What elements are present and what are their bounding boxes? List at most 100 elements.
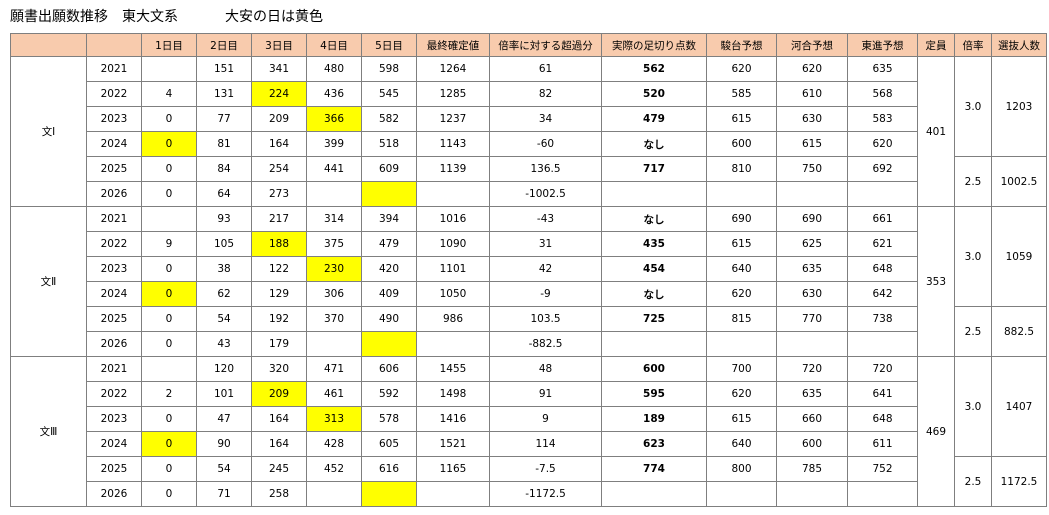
cell-d3: 224: [251, 81, 307, 107]
cell-excess: -43: [489, 206, 602, 232]
cell-d2: 93: [196, 206, 252, 232]
cell-toshin: 641: [847, 381, 918, 407]
cell-kawai: 635: [776, 256, 848, 282]
table-row: 2024 0 62 129 306 409 1050 -9 なし 620 630 642: [11, 281, 1047, 307]
cell-d2: 77: [196, 106, 252, 132]
cell-cutoff: 600: [601, 356, 707, 382]
cell-d4: 480: [306, 56, 362, 82]
cell-cutoff: 520: [601, 81, 707, 107]
cell-d2: 43: [196, 331, 252, 357]
cell-final: 1090: [416, 231, 490, 257]
cell-d5: 479: [361, 231, 417, 257]
cell-d1: 0: [141, 281, 197, 307]
cell-kawai: 630: [776, 106, 848, 132]
cell-excess: 9: [489, 406, 602, 432]
cell-kawai: 660: [776, 406, 848, 432]
cell-cutoff: 435: [601, 231, 707, 257]
cell-d3: 188: [251, 231, 307, 257]
cell-d1: 0: [141, 456, 197, 482]
column-header: 3日目: [251, 33, 307, 57]
cell-sundai: 800: [706, 456, 777, 482]
page-title: 願書出願数推移 東大文系: [10, 9, 178, 25]
cell-cutoff: 717: [601, 156, 707, 182]
group-label: 文Ⅰ: [10, 56, 87, 207]
year-cell: 2021: [86, 206, 142, 232]
cell-excess: -9: [489, 281, 602, 307]
column-header: 駿台予想: [706, 33, 777, 57]
cell-kawai: [776, 181, 848, 207]
year-cell: 2022: [86, 381, 142, 407]
cell-d3: 164: [251, 406, 307, 432]
cell-final: [416, 481, 490, 507]
cell-kawai: [776, 481, 848, 507]
cell-d3: 209: [251, 106, 307, 132]
cell-sundai: 690: [706, 206, 777, 232]
cell-cutoff: [601, 331, 707, 357]
cell-toshin: 568: [847, 81, 918, 107]
cell-d1: 0: [141, 256, 197, 282]
column-header: [86, 33, 142, 57]
column-header: [10, 33, 87, 57]
table-row: 2024 0 90 164 428 605 1521 114 623 640 600 611: [11, 431, 1047, 457]
cell-d3: 179: [251, 331, 307, 357]
column-header: 定員: [917, 33, 955, 57]
cell-d4: 471: [306, 356, 362, 382]
highlight-note: 大安の日は黄色: [225, 9, 323, 25]
cell-d2: 120: [196, 356, 252, 382]
cell-final: 1521: [416, 431, 490, 457]
group-label: 文Ⅱ: [10, 206, 87, 357]
cell-d1: 0: [141, 406, 197, 432]
cell-cutoff: 595: [601, 381, 707, 407]
year-cell: 2023: [86, 406, 142, 432]
year-cell: 2025: [86, 156, 142, 182]
cell-sundai: 640: [706, 256, 777, 282]
year-cell: 2024: [86, 431, 142, 457]
table-row: 2025 0 54 192 370 490 986 103.5 725 815 770 738 2.5 8…: [11, 306, 1047, 357]
cell-d2: 90: [196, 431, 252, 457]
table-row: 2024 0 81 164 399 518 1143 -60 なし 600 615 620: [11, 131, 1047, 157]
cell-sundai: 640: [706, 431, 777, 457]
cell-cutoff: 562: [601, 56, 707, 82]
cell-excess: 61: [489, 56, 602, 82]
cell-d2: 105: [196, 231, 252, 257]
table-row: 2026 0 64 273 -1002.5: [11, 181, 1047, 207]
cell-d1: 0: [141, 106, 197, 132]
year-cell: 2026: [86, 331, 142, 357]
ratio-cell: 3.0: [954, 356, 992, 457]
cell-d4: 428: [306, 431, 362, 457]
cell-d5: 394: [361, 206, 417, 232]
cell-kawai: 635: [776, 381, 848, 407]
cell-d1: [141, 356, 197, 382]
cell-final: 1139: [416, 156, 490, 182]
table-row: 文Ⅱ 2021 93 217 314 394 1016 -43 なし 690 690 661 353 3.…: [10, 206, 1047, 357]
cell-d4: [306, 181, 362, 207]
year-cell: 2022: [86, 81, 142, 107]
cell-final: 1050: [416, 281, 490, 307]
cell-final: 1237: [416, 106, 490, 132]
cell-d5: [361, 331, 417, 357]
cell-toshin: 661: [847, 206, 918, 232]
cell-d3: 217: [251, 206, 307, 232]
ratio-cell: 3.0: [954, 206, 992, 307]
cell-d3: 254: [251, 156, 307, 182]
cell-d4: 461: [306, 381, 362, 407]
cell-toshin: 635: [847, 56, 918, 82]
year-cell: 2024: [86, 281, 142, 307]
selected-count-cell: 1172.5: [991, 456, 1047, 507]
cell-d4: 366: [306, 106, 362, 132]
cell-toshin: 692: [847, 156, 918, 182]
cell-d3: 164: [251, 131, 307, 157]
cell-cutoff: [601, 181, 707, 207]
cell-toshin: [847, 481, 918, 507]
cell-d5: 606: [361, 356, 417, 382]
cell-d3: 341: [251, 56, 307, 82]
cell-toshin: 620: [847, 131, 918, 157]
cell-excess: 103.5: [489, 306, 602, 332]
year-cell: 2025: [86, 456, 142, 482]
cell-final: 1165: [416, 456, 490, 482]
cell-final: 1101: [416, 256, 490, 282]
table-row: 2023 0 38 122 230 420 1101 42 454 640 635 648: [11, 256, 1047, 282]
selected-count-cell: 1059: [991, 206, 1047, 307]
ratio-cell: 2.5: [954, 156, 992, 207]
cell-kawai: 620: [776, 56, 848, 82]
